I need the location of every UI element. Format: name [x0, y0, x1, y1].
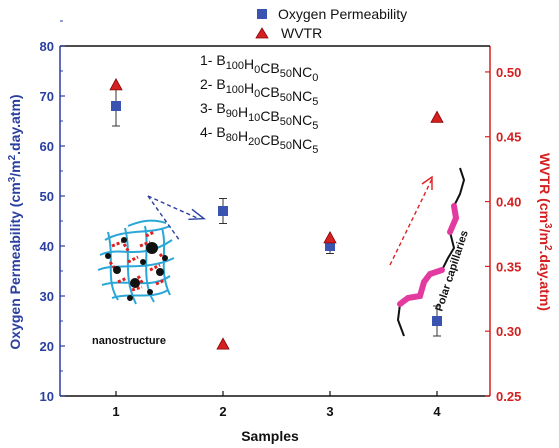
sample-entry: 4- B80H20CB50NC5 [200, 124, 318, 156]
oxygen-point [432, 316, 442, 326]
left-tick-label: 40 [40, 239, 54, 254]
left-tick-label: 10 [40, 389, 54, 404]
right-tick-label: 0.50 [496, 65, 521, 80]
left-tick-label: 60 [40, 139, 54, 154]
oxygen-permeability-series [111, 101, 442, 326]
right-tick-label: 0.45 [496, 130, 521, 145]
legend-oxygen-label: Oxygen Permeability [278, 6, 407, 22]
sample-entry: 1- B100H0CB50NC0 [200, 52, 318, 84]
nanostructure-illustration [97, 219, 175, 305]
x-ticks: 1 2 3 4 [112, 391, 441, 419]
left-tick-label: 30 [40, 289, 54, 304]
x-tick-label: 3 [326, 404, 333, 419]
x-tick-label: 2 [219, 404, 226, 419]
left-y-axis-title: Oxygen Permeability (cm3/m2.day.atm) [7, 94, 23, 349]
x-tick-label: 1 [112, 404, 119, 419]
x-tick-label: 4 [433, 404, 441, 419]
oxygen-point [218, 206, 228, 216]
wvtr-point [430, 110, 444, 123]
right-y-ticks: 0.25 0.30 0.35 0.40 0.45 0.50 [485, 65, 521, 404]
wvtr-point [323, 231, 337, 244]
nanostructure-label: nanostructure [92, 335, 166, 347]
legend: Oxygen Permeability WVTR [255, 6, 407, 41]
x-axis-title: Samples [241, 428, 299, 444]
wvtr-point [109, 78, 123, 91]
left-tick-label: 80 [40, 39, 54, 54]
right-tick-label: 0.35 [496, 259, 521, 274]
left-title-main: Oxygen Permeability (cm [7, 182, 23, 349]
legend-triangle-marker [255, 27, 269, 39]
oxygen-point [325, 241, 335, 251]
right-tick-label: 0.25 [496, 389, 521, 404]
oxygen-point [111, 101, 121, 111]
legend-square-marker [257, 9, 267, 19]
wvtr-series [109, 78, 444, 350]
trend-arrow-blue [147, 195, 206, 242]
wvtr-point [216, 337, 230, 350]
legend-wvtr-label: WVTR [281, 25, 322, 41]
left-tick-label: 70 [40, 89, 54, 104]
sample-entry: 2- B100H0CB50NC5 [200, 76, 318, 108]
left-tick-label: 50 [40, 189, 54, 204]
right-y-axis-title: WVTR (cm3/m2.day.atm) [537, 153, 553, 311]
right-tick-label: 0.30 [496, 324, 521, 339]
left-tick-label: 20 [40, 339, 54, 354]
right-tick-label: 0.40 [496, 195, 521, 210]
polar-capillaries-illustration [389, 167, 466, 337]
sample-entry: 3- B90H10CB50NC5 [200, 100, 318, 132]
left-y-ticks: 10 20 30 40 50 60 70 80 [40, 20, 65, 404]
